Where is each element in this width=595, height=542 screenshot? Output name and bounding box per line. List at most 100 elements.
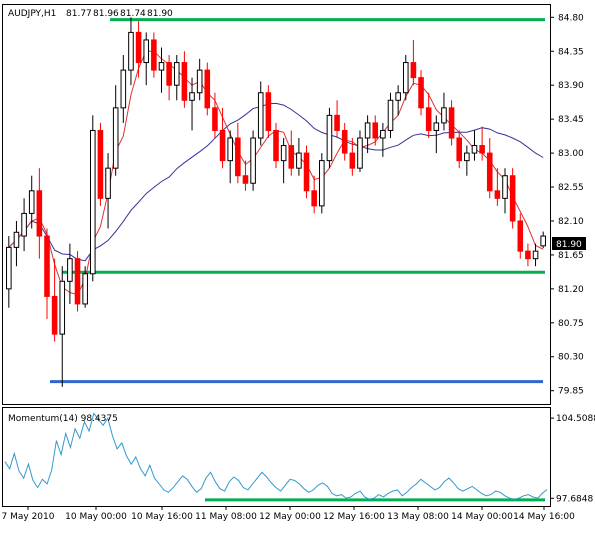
- candle-body: [334, 114, 340, 131]
- candle-body: [441, 107, 447, 124]
- candle-body: [349, 152, 356, 169]
- candle-body: [151, 39, 157, 71]
- candle-body: [425, 107, 432, 131]
- candle-body: [257, 92, 264, 139]
- candle-body: [311, 190, 317, 207]
- candle-body: [448, 107, 455, 139]
- x-tick-label: 13 May 08:00: [387, 512, 449, 522]
- candle-body: [181, 62, 188, 101]
- candle-body: [341, 129, 348, 154]
- candle-body: [166, 62, 172, 86]
- candle-body: [486, 152, 493, 192]
- x-tick-label: 10 May 00:00: [65, 512, 127, 522]
- candle-body: [494, 190, 501, 199]
- candle-body: [227, 137, 233, 162]
- candle-body: [67, 258, 73, 282]
- candle-body: [296, 152, 302, 169]
- candle-body: [280, 145, 287, 162]
- candle-body: [189, 92, 195, 101]
- candle-body: [120, 69, 127, 109]
- candle-body: [387, 99, 394, 131]
- candle-body: [456, 137, 463, 162]
- candle-body: [212, 107, 218, 131]
- candle-body: [273, 129, 279, 162]
- main-chart-frame: [2, 4, 551, 405]
- candle-body: [532, 250, 539, 260]
- candle-body: [433, 122, 440, 131]
- y-tick-label: 84.35: [558, 47, 584, 57]
- candle-body: [410, 62, 417, 79]
- candle-body: [517, 220, 524, 252]
- candle-body: [196, 69, 203, 94]
- candle-body: [158, 62, 165, 71]
- current-price-box: [552, 237, 586, 250]
- candle-body: [28, 190, 35, 214]
- candle-body: [105, 167, 111, 199]
- indicator-tick-label: 97.6848: [556, 494, 593, 504]
- momentum-line: [4, 412, 548, 500]
- candle-body: [219, 129, 226, 162]
- candle-body: [204, 69, 211, 109]
- ohlc-high: 81.96: [93, 9, 119, 19]
- candle-body: [250, 137, 256, 184]
- indicator-tick-label: 104.5088: [556, 414, 595, 424]
- y-tick-label: 83.45: [558, 115, 584, 125]
- y-tick-label: 79.85: [558, 387, 584, 397]
- x-tick-label: 11 May 08:00: [195, 512, 257, 522]
- x-tick-label: 14 May 00:00: [451, 512, 513, 522]
- x-tick-label: 7 May 2010: [2, 512, 55, 522]
- candle-body: [525, 250, 531, 260]
- candle-body: [364, 122, 371, 139]
- y-axis: 84.80 84.35 83.90 83.45 83.00 82.55 82.10 81.65…: [550, 13, 584, 397]
- candle-body: [143, 39, 150, 64]
- candle-body: [13, 231, 20, 248]
- candle-body: [89, 129, 96, 275]
- y-tick-label: 84.80: [558, 13, 584, 23]
- ohlc-open: 81.77: [66, 9, 92, 19]
- y-tick-label: 81.20: [558, 285, 584, 295]
- candle-body: [44, 235, 50, 297]
- x-tick-label: 12 May 16:00: [323, 512, 385, 522]
- candle-body: [74, 258, 81, 305]
- x-axis: 7 May 2010 10 May 00:00 10 May 16:00 11 May…: [2, 506, 575, 522]
- y-tick-label: 83.00: [558, 149, 584, 159]
- candle-body: [395, 92, 401, 101]
- candle-body: [380, 129, 386, 139]
- y-tick-label: 82.10: [558, 217, 584, 227]
- ohlc-close: 81.90: [147, 9, 173, 19]
- candle-body: [242, 175, 249, 184]
- indicator-y-axis: 104.5088 97.6848: [550, 414, 595, 504]
- indicator-plot: [4, 412, 548, 502]
- candle-body: [303, 152, 310, 192]
- y-tick-label: 80.30: [558, 353, 584, 363]
- candle-body: [21, 212, 27, 237]
- candle-body: [326, 114, 333, 162]
- candle-body: [51, 295, 58, 335]
- candle-body: [464, 152, 470, 162]
- chart-symbol: AUDJPY,H1: [8, 9, 56, 19]
- candle-body: [36, 190, 43, 237]
- candle-body: [479, 145, 485, 154]
- candle-body: [540, 235, 546, 247]
- candle-body: [509, 175, 516, 222]
- y-tick-label: 80.75: [558, 319, 584, 329]
- x-tick-label: 10 May 16:00: [131, 512, 193, 522]
- y-tick-label: 83.90: [558, 81, 584, 91]
- candle-body: [319, 160, 325, 207]
- candle-body: [112, 107, 119, 169]
- candle-body: [235, 137, 241, 177]
- candle-body: [82, 273, 88, 305]
- candle-body: [471, 145, 478, 154]
- main-plot: [6, 17, 546, 387]
- candle-body: [128, 31, 134, 71]
- x-tick-label: 14 May 16:00: [513, 512, 575, 522]
- candle-body: [372, 122, 379, 139]
- candle-body: [418, 77, 424, 109]
- y-tick-label: 82.55: [558, 183, 584, 193]
- candle-body: [97, 129, 104, 199]
- current-price-label: 81.90: [556, 240, 582, 250]
- candle-body: [173, 62, 180, 86]
- candle-body: [6, 246, 12, 290]
- candle-body: [402, 62, 409, 94]
